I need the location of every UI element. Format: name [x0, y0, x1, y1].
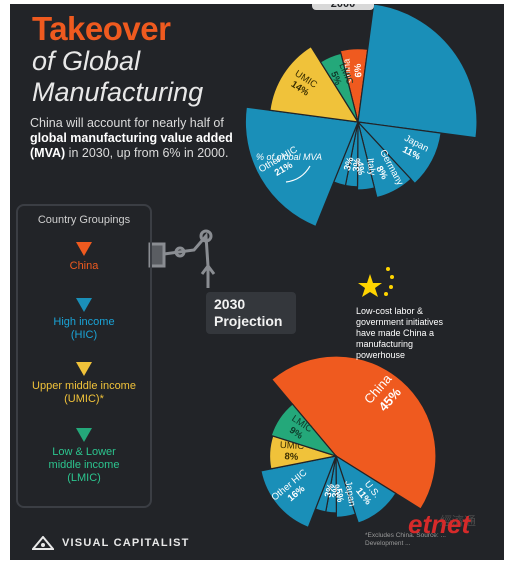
slice-value-france: 3% [351, 157, 363, 172]
slice-name-italy: Italy [364, 158, 377, 177]
robot-arm-icon [148, 229, 216, 288]
triangle-icon [76, 242, 92, 256]
pie-slice-germany [357, 121, 412, 199]
year-banner: 2000 [312, 4, 374, 10]
legend-label: Low & Lower middle income (LMIC) [48, 446, 120, 484]
legend: Country Groupings China High income (HIC… [16, 204, 152, 508]
brand-name: VISUAL CAPITALIST [62, 537, 190, 549]
mva-note: % of global MVA [256, 152, 322, 162]
page-subtitle: of Global Manufacturing [32, 46, 204, 107]
pie-slice-other-hic [260, 455, 337, 529]
china-note-line: Low-cost labor & [356, 306, 423, 316]
pie-slice-lmic [270, 403, 338, 458]
pie-slice-lmic [319, 52, 359, 123]
decorations: % of global MVA Low-cost labor &governmen… [148, 4, 444, 360]
slice-name-japan: Japan [342, 480, 357, 507]
slice-value-s-korea: 3% [323, 482, 337, 499]
triangle-icon [76, 362, 92, 376]
slice-value-uk: 3% [342, 155, 357, 172]
footnote: *Excludes China. Source: ... Development… [365, 532, 446, 547]
legend-item-china: China [18, 242, 150, 273]
legend-label: High income (HIC) [53, 316, 115, 341]
description: China will account for nearly half of gl… [30, 116, 235, 161]
pie-slice-u-s [357, 4, 478, 139]
watermark: etnet [408, 509, 471, 539]
pie-slice-umic [269, 45, 360, 123]
china-note-line: manufacturing [356, 339, 413, 349]
china-note-line: government initiatives [356, 317, 444, 327]
page-title: Takeover [32, 10, 171, 47]
year-banner-text: 2000 [331, 4, 355, 10]
description-post: in 2030, up from 6% in 2000. [65, 146, 229, 160]
pie-charts: China6%Japan11%Germany8%Italy4%France3%U… [148, 4, 478, 529]
infographic-card: Takeover of Global Manufacturing China w… [10, 4, 504, 560]
legend-title: Country Groupings [37, 214, 131, 226]
pie-slice-japan [356, 121, 442, 185]
china-note-line: powerhouse [356, 350, 405, 360]
legend-item-hic: High income (HIC) [18, 298, 150, 342]
china-note: Low-cost labor &government initiativesha… [356, 306, 444, 360]
legend-item-umic: Upper middle income (UMIC)* [18, 362, 150, 406]
pie-slice-other-hic [244, 106, 359, 228]
slice-value-germany: 3% [330, 483, 342, 498]
pie-slice-u-s [334, 454, 397, 524]
triangle-icon [76, 428, 92, 442]
pie-2000: China6%Japan11%Germany8%Italy4%France3%U… [244, 4, 478, 228]
slice-value-china: 6% [353, 63, 365, 78]
projection-label: 2030 Projection [206, 292, 296, 334]
arrow-icon [285, 165, 311, 183]
description-pre: China will account for nearly half of [30, 116, 224, 130]
china-flag-icon [358, 267, 394, 297]
slice-value-lmic: 5% [328, 70, 344, 87]
brand-icon [32, 536, 54, 550]
pie-slice-china [270, 355, 437, 510]
watermark-cn: 經濟通 [440, 514, 477, 528]
china-note-line: have made China a [356, 328, 434, 338]
pie-slice-japan [335, 455, 357, 518]
triangle-icon [76, 298, 92, 312]
brand-logo: VISUAL CAPITALIST [32, 536, 190, 550]
pie-slice-italy [356, 121, 376, 191]
slice-value-umic: 8% [284, 451, 299, 463]
legend-label: China [69, 260, 99, 272]
legend-item-lmic: Low & Lower middle income (LMIC) [18, 428, 150, 485]
description-bold: global manufacturing value added (MVA) [30, 131, 233, 160]
legend-label: Upper middle income (UMIC)* [32, 380, 136, 405]
